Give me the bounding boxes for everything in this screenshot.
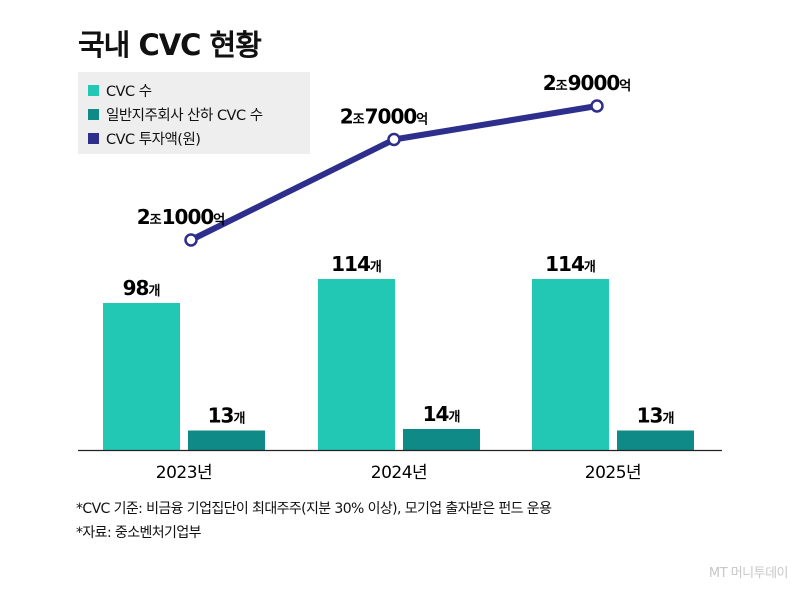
bar-line-chart: 98개 13개 2023년 114개 14개 2024년 114개 13개 2025년 2조100… [78, 71, 722, 483]
legend-item-cvc-count: CVC 수 [88, 80, 152, 101]
footnote-cvc-criteria: *CVC 기준: 비금융 기업집단이 최대주주(지분 30% 이상), 모기업 … [76, 501, 552, 517]
x-tick-label-3: 2025년 [585, 463, 641, 483]
line-point-cvc-investment-2 [387, 132, 401, 147]
legend-swatch-cvc-count [88, 85, 99, 96]
line-label-cvc-investment-2: 2조7000억 [340, 105, 429, 129]
line-label-cvc-investment-3: 2조9000억 [543, 71, 632, 95]
legend-label-cvc-investment: CVC 투자액(원) [106, 132, 201, 148]
bar-cvc-count-1 [103, 303, 180, 450]
x-tick-label-2: 2024년 [371, 463, 427, 483]
legend-swatch-holding-cvc-count [88, 109, 99, 120]
bar-label-cvc-count-3: 114개 [545, 252, 596, 276]
legend-item-holding-cvc-count: 일반지주회사 산하 CVC 수 [88, 104, 263, 125]
bar-label-cvc-count-2: 114개 [331, 252, 382, 276]
bar-cvc-count-2 [318, 279, 395, 450]
legend-label-holding-cvc-count: 일반지주회사 산하 CVC 수 [106, 108, 263, 124]
bars-layer [78, 279, 722, 452]
footnote-source: *자료: 중소벤처기업부 [76, 525, 201, 541]
legend-item-cvc-investment: CVC 투자액(원) [88, 128, 201, 149]
line-layer [184, 99, 604, 247]
x-tick-label-1: 2023년 [156, 463, 212, 483]
bar-label-holding-cvc-count-2: 14개 [423, 402, 461, 426]
bar-label-cvc-count-1: 98개 [123, 276, 161, 300]
bar-label-holding-cvc-count-3: 13개 [637, 404, 675, 428]
bar-label-holding-cvc-count-1: 13개 [208, 404, 246, 428]
line-point-cvc-investment-1 [184, 233, 198, 247]
watermark-logo: MT 머니투데이 [708, 566, 789, 581]
line-point-cvc-investment-3 [590, 99, 604, 113]
legend-label-cvc-count: CVC 수 [106, 84, 152, 100]
labels-layer: 98개 13개 2023년 114개 14개 2024년 114개 13개 2025년 2조100… [123, 71, 675, 483]
legend: CVC 수 일반지주회사 산하 CVC 수 CVC 투자액(원) [78, 72, 310, 154]
chart-title: 국내 CVC 현황 [78, 28, 262, 62]
line-label-cvc-investment-1: 2조1000억 [137, 205, 226, 229]
bar-cvc-count-3 [532, 279, 609, 450]
bar-holding-cvc-count-3 [617, 430, 694, 450]
bar-holding-cvc-count-1 [188, 430, 265, 450]
bar-holding-cvc-count-2 [403, 429, 480, 450]
legend-swatch-cvc-investment [88, 133, 99, 144]
